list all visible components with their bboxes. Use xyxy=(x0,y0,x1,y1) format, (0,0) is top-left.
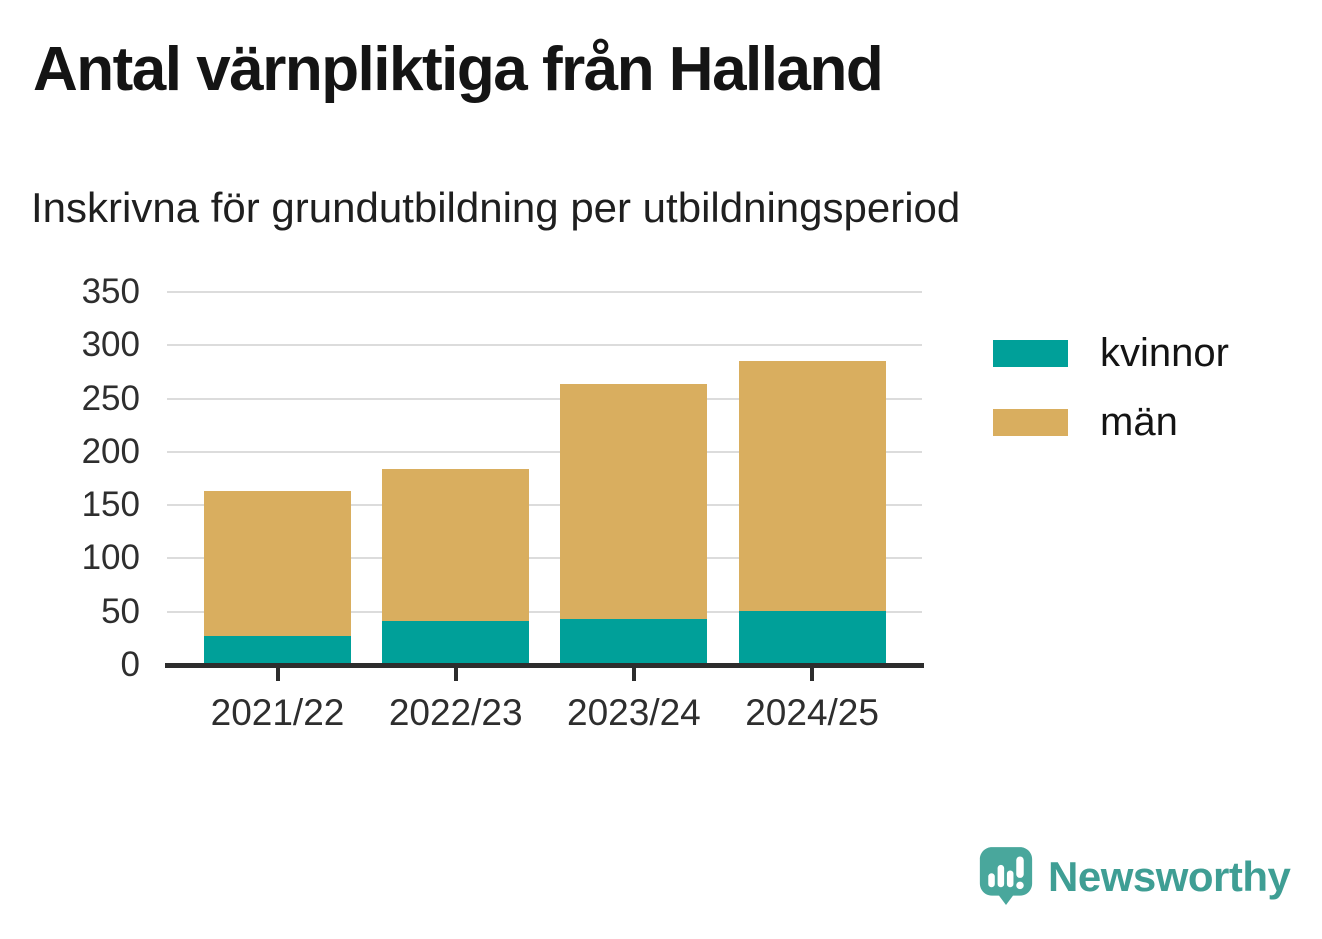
legend-swatch-kvinnor xyxy=(993,339,1068,367)
gridline-100 xyxy=(167,557,922,560)
y-tick-label-0: 0 xyxy=(120,645,140,684)
y-tick-label-50: 50 xyxy=(101,591,140,631)
legend: kvinnor män xyxy=(993,333,1229,471)
chart-title: Antal värnpliktiga från Halland xyxy=(33,35,884,104)
legend-swatch-m-n xyxy=(993,408,1068,436)
x-axis-line xyxy=(165,663,924,668)
plot-area: 2021/22 2022/23 2023/24 2024/25 xyxy=(165,291,924,733)
x-tick-label-2022-23: 2022/23 xyxy=(388,692,523,733)
bar-segment-m-n-2024-25 xyxy=(738,361,886,611)
y-tick-label-350: 350 xyxy=(81,272,140,311)
bar-segment-kvinnor-2024-25 xyxy=(738,610,886,665)
bar-2023-24 xyxy=(560,292,708,665)
y-tick-label-250: 250 xyxy=(81,378,140,418)
x-tick-2024-25 xyxy=(810,668,815,681)
gridline-350 xyxy=(167,291,922,293)
bar-2024-25 xyxy=(738,292,886,665)
gridline-50 xyxy=(167,610,922,613)
newsworthy-speech-bubble-chart-icon xyxy=(979,847,1033,905)
gridline-300 xyxy=(167,344,922,347)
newsworthy-logo[interactable]: Newsworthy xyxy=(978,845,1291,909)
y-tick-label-300: 300 xyxy=(81,325,140,365)
x-tick-label-2023-24: 2023/24 xyxy=(567,692,701,733)
gridline-150 xyxy=(167,504,922,507)
gridline-250 xyxy=(167,397,922,400)
chart-subtitle: Inskrivna för grundutbildning per utbild… xyxy=(31,184,961,231)
x-tick-2023-24 xyxy=(631,668,636,681)
y-tick-label-150: 150 xyxy=(81,485,140,525)
x-tick-2021-22 xyxy=(275,668,280,681)
bar-segment-kvinnor-2023-24 xyxy=(560,619,708,665)
bar-segment-m-n-2021-22 xyxy=(204,491,351,637)
x-tick-label-2024-25: 2024/25 xyxy=(745,692,879,733)
bar-segment-m-n-2023-24 xyxy=(560,383,708,620)
y-axis-labels: 0 50 100 150 200 250 300 350 xyxy=(20,272,140,684)
legend-item-m-n: män xyxy=(993,402,1229,442)
y-tick-label-100: 100 xyxy=(81,538,140,578)
bar-2022-23 xyxy=(382,292,530,665)
x-tick-label-2021-22: 2021/22 xyxy=(210,692,345,733)
bar-segment-kvinnor-2022-23 xyxy=(382,621,530,665)
legend-label-m-n: män xyxy=(1100,400,1178,444)
legend-label-kvinnor: kvinnor xyxy=(1100,331,1229,375)
x-tick-2022-23 xyxy=(453,668,458,681)
bar-segment-kvinnor-2021-22 xyxy=(204,636,351,665)
brand-name: Newsworthy xyxy=(1048,853,1291,900)
y-tick-label-200: 200 xyxy=(81,431,140,471)
legend-item-kvinnor: kvinnor xyxy=(993,333,1229,373)
bar-2021-22 xyxy=(204,292,351,665)
gridline-200 xyxy=(167,450,922,453)
bar-segment-m-n-2022-23 xyxy=(382,468,530,622)
